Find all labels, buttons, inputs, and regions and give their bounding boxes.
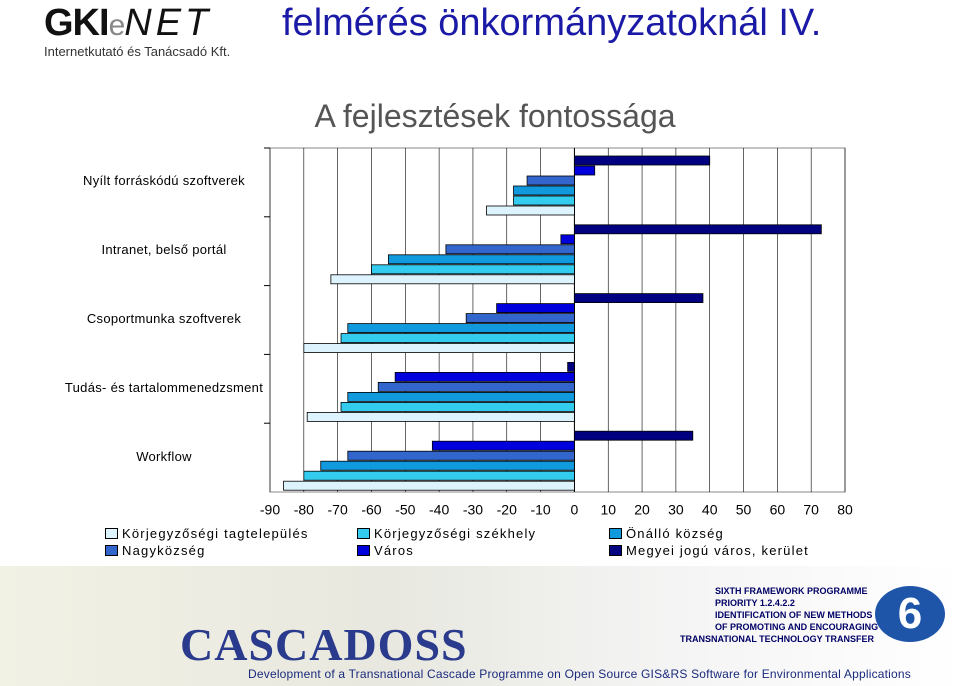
bar	[526, 175, 575, 186]
legend-item: Önálló község	[609, 526, 845, 541]
bar	[330, 274, 575, 285]
legend-label: Nagyközség	[122, 543, 206, 558]
legend-swatch	[357, 545, 370, 556]
fp6-badge: 6	[875, 586, 945, 642]
bar	[431, 440, 575, 451]
category-label: Intranet, belső portál	[101, 242, 227, 258]
logo-subtitle: Internetkutató és Tanácsadó Kft.	[44, 44, 231, 59]
x-tick-label: 30	[668, 502, 684, 518]
legend-label: Város	[374, 543, 414, 558]
x-tick-label: -60	[361, 502, 381, 518]
category-label: Workflow	[136, 448, 192, 464]
legend-item: Körjegyzőségi székhely	[357, 526, 609, 541]
bar	[394, 371, 575, 382]
category-label: Nyílt forráskódú szoftverek	[83, 173, 245, 189]
bar	[465, 313, 575, 324]
bar	[445, 244, 575, 255]
legend-item: Nagyközség	[105, 543, 357, 558]
footer: CASCADOSS Development of a Transnational…	[0, 566, 960, 686]
x-tick-label: -50	[395, 502, 415, 518]
bar	[574, 155, 711, 166]
bar	[567, 361, 575, 372]
x-tick-label: -70	[328, 502, 348, 518]
bar	[303, 470, 575, 481]
bar	[377, 381, 575, 392]
programme-line: TRANSNATIONAL TECHNOLOGY TRANSFER	[680, 634, 875, 644]
legend: Körjegyzőségi tagtelepülés Körjegyzőségi …	[105, 526, 845, 558]
x-tick-label: 20	[634, 502, 650, 518]
bar	[320, 460, 575, 471]
bar	[486, 205, 575, 216]
bar	[513, 195, 575, 206]
bar	[513, 185, 575, 196]
x-tick-label: 50	[736, 502, 752, 518]
x-tick-label: -20	[497, 502, 517, 518]
logo-gki: GKI	[44, 2, 110, 44]
legend-swatch	[357, 528, 370, 539]
bar	[574, 293, 704, 304]
legend-swatch	[105, 528, 118, 539]
x-tick-label: -10	[530, 502, 550, 518]
legend-item: Város	[357, 543, 609, 558]
legend-item: Megyei jogú város, kerület	[609, 543, 845, 558]
chart-title: A fejlesztések fontossága	[314, 98, 676, 134]
x-tick-label: 70	[803, 502, 819, 518]
programme-line: SIXTH FRAMEWORK PROGRAMME	[715, 586, 868, 596]
logo-net: NET	[124, 2, 213, 44]
footer-subtitle: Development of a Transnational Cascade P…	[248, 667, 911, 681]
x-tick-label: -80	[294, 502, 314, 518]
footer-logo: CASCADOSS	[180, 619, 468, 670]
x-tick-label: 0	[571, 502, 579, 518]
programme-line: IDENTIFICATION OF NEW METHODS	[715, 610, 873, 620]
bar	[347, 450, 575, 461]
legend-label: Önálló község	[626, 526, 724, 541]
chart: -90 -80 -70 -60 -50 -40 -30 -20 -10 0 10 20 30 40 50 60…	[260, 147, 853, 518]
x-tick-label: 80	[837, 502, 853, 518]
legend-swatch	[609, 528, 622, 539]
x-tick-label: 10	[600, 502, 616, 518]
bar	[371, 264, 575, 275]
bar	[387, 254, 575, 265]
x-tick-label: 40	[702, 502, 718, 518]
bar	[347, 323, 575, 334]
category-label: Tudás- és tartalommenedzsment	[64, 379, 264, 395]
programme-line: PRIORITY 1.2.4.2.2	[715, 598, 795, 608]
bar	[574, 430, 694, 441]
x-tick-label: -90	[260, 502, 280, 518]
logo: GKIeNET	[44, 2, 212, 45]
bar	[560, 234, 575, 245]
logo-e: e	[108, 9, 126, 42]
bar	[283, 480, 575, 491]
bar	[340, 333, 575, 344]
bar	[303, 343, 575, 354]
category-label: Csoportmunka szoftverek	[86, 311, 242, 326]
programme-line: OF PROMOTING AND ENCOURAGING	[715, 622, 879, 632]
legend-label: Körjegyzőségi székhely	[374, 526, 537, 541]
slide-title: felmérés önkormányzatoknál IV.	[282, 2, 822, 44]
bar	[574, 224, 822, 235]
bar	[574, 165, 596, 176]
legend-label: Körjegyzőségi tagtelepülés	[122, 526, 309, 541]
x-tick-label: 60	[770, 502, 786, 518]
x-tick-label: -30	[463, 502, 483, 518]
legend-label: Megyei jogú város, kerület	[626, 543, 809, 558]
bar	[306, 411, 575, 422]
x-tick-label: -40	[429, 502, 449, 518]
bar	[347, 391, 575, 402]
legend-swatch	[105, 545, 118, 556]
bar	[340, 401, 575, 412]
legend-item: Körjegyzőségi tagtelepülés	[105, 526, 357, 541]
legend-swatch	[609, 545, 622, 556]
bar	[496, 303, 575, 314]
